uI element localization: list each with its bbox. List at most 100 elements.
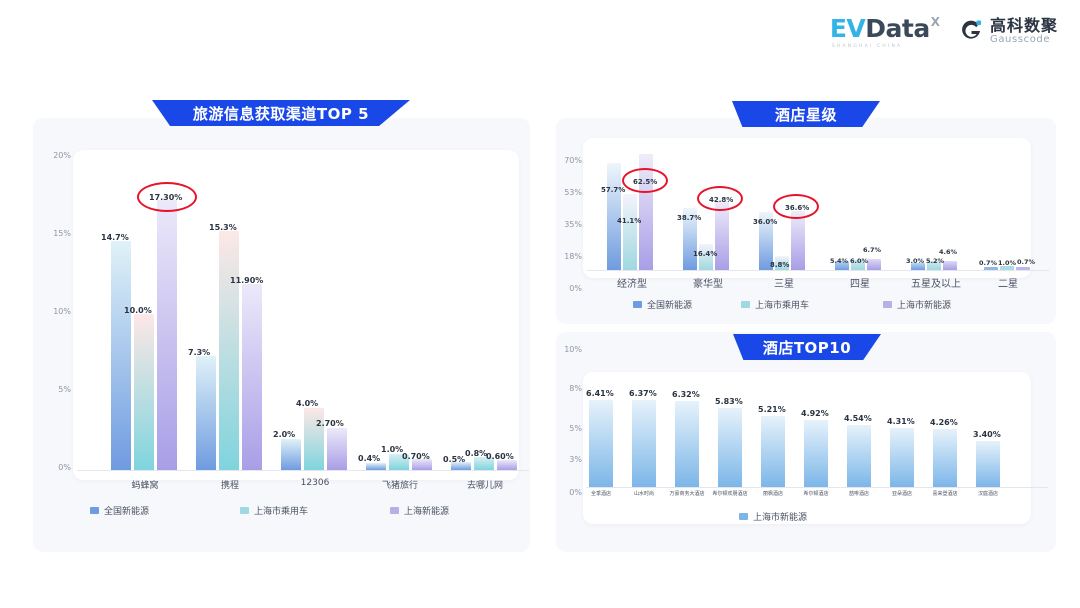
chart3-title-ribbon: 酒店TOP10 <box>733 334 881 360</box>
chart2-value-s1-c1: 38.7% <box>677 214 702 222</box>
chart2-bar-s1-c2 <box>759 212 773 270</box>
chart3-baseline <box>586 487 1048 488</box>
chart1-category-4: 去哪儿网 <box>466 481 503 491</box>
chart1-value-s1-c3: 0.4% <box>358 454 381 463</box>
chart2-ytick-35: 35% <box>564 220 582 229</box>
chart2-ytick-70: 70% <box>564 156 582 165</box>
chart2-legend-item-2[interactable]: 上海市新能源 <box>883 298 951 311</box>
chart3-plot: 10% 8% 5% 3% 0% 6.41% 全季酒店 6.37% 山水时尚 6.… <box>556 332 1056 552</box>
chart3-ytick-0: 0% <box>569 488 582 497</box>
chart2-bar-s2-c4 <box>927 261 941 270</box>
chart1-bar-s3-c2 <box>327 428 347 470</box>
chart1-legend-item-2[interactable]: 上海新能源 <box>390 504 449 517</box>
chart3-value-4: 5.21% <box>758 405 786 414</box>
chart2-legend-label-2: 上海市新能源 <box>897 301 952 311</box>
legend-swatch-icon <box>883 301 892 308</box>
chart1-legend-item-0[interactable]: 全国新能源 <box>90 504 149 517</box>
chart2-value-s3-c4: 4.6% <box>939 248 958 256</box>
chart3-category-3: 希尔顿欢朋酒店 <box>712 491 748 497</box>
chart1-ytick-10: 10% <box>53 307 71 316</box>
chart2-value-s2-c1: 16.4% <box>693 250 718 258</box>
chart3-legend-item-0[interactable]: 上海市新能源 <box>739 510 807 523</box>
chart1-plot: 20% 15% 10% 5% 0% 14.7% 10.0% 17.30% 蚂蜂窝… <box>33 118 530 552</box>
chart3-value-2: 6.32% <box>672 390 700 399</box>
brand-header: EV Data X SHANGHAI CHINA 高科数聚 Gausscode <box>830 14 1058 49</box>
chart1-ytick-15: 15% <box>53 229 71 238</box>
chart2-bar-s2-c1 <box>699 244 713 270</box>
chart3-bar-6 <box>847 425 871 487</box>
chart3-value-9: 3.40% <box>973 430 1001 439</box>
chart1-value-s3-c4: 0.60% <box>486 452 514 461</box>
chart3-bar-3 <box>718 408 742 487</box>
legend-swatch-icon <box>390 507 399 514</box>
chart3-value-1: 6.37% <box>629 389 657 398</box>
chart2-category-2: 三星 <box>774 279 794 290</box>
chart2-bar-s1-c1 <box>683 208 697 270</box>
chart3-bar-5 <box>804 420 828 487</box>
chart1-category-3: 飞猪旅行 <box>381 481 418 491</box>
chart2-value-s2-c2: 8.8% <box>770 261 790 269</box>
chart1-category-2: 12306 <box>300 478 330 488</box>
chart2-value-s1-c4: 3.0% <box>906 257 925 265</box>
evdata-logo-ev: EV <box>829 14 866 43</box>
evdata-logo-subtitle: SHANGHAI CHINA <box>831 44 903 49</box>
chart1-highlight-ellipse <box>137 182 197 212</box>
chart1-bar-s2-c1 <box>219 231 239 470</box>
chart3-ytick-3: 3% <box>569 455 582 464</box>
chart2-bar-s2-c5 <box>1000 266 1014 270</box>
chart3-value-0: 6.41% <box>586 389 614 398</box>
chart3-category-9: 汉庭酒店 <box>977 491 998 497</box>
chart2-ytick-18: 18% <box>564 252 582 261</box>
chart2-legend-label-1: 上海市乘用车 <box>755 301 810 311</box>
chart3-bar-4 <box>761 416 785 487</box>
chart3-value-5: 4.92% <box>801 409 829 418</box>
chart1-value-s1-c4: 0.5% <box>443 455 466 464</box>
legend-swatch-icon <box>240 507 249 514</box>
chart2-value-s1-c2: 36.0% <box>753 218 778 226</box>
chart3-ytick-5: 5% <box>569 424 582 433</box>
chart3-bar-9 <box>976 441 1000 487</box>
chart1-bar-s1-c3 <box>366 463 386 470</box>
chart2-category-5: 二星 <box>998 279 1018 290</box>
chart1-bar-s3-c4 <box>497 460 517 470</box>
chart2-category-3: 四星 <box>850 279 870 290</box>
chart2-value-s1-c0: 57.7% <box>601 186 626 194</box>
gausscode-mark-icon <box>958 18 984 44</box>
chart1-value-s3-c2: 2.70% <box>316 419 344 428</box>
chart2-ytick-0: 0% <box>569 284 582 293</box>
chart3-value-3: 5.83% <box>715 397 743 406</box>
chart2-bar-s3-c2 <box>791 211 805 270</box>
chart1-legend-label-2: 上海新能源 <box>404 507 450 517</box>
chart2-value-s2-c4: 5.2% <box>926 257 945 265</box>
chart2-bar-s2-c2 <box>775 256 789 270</box>
chart3-bar-1 <box>632 400 656 487</box>
chart1-bar-s3-c1 <box>242 284 262 470</box>
chart2-bar-s1-c3 <box>835 261 849 270</box>
chart1-bar-s3-c0 <box>157 200 177 470</box>
chart3-category-1: 山水时尚 <box>633 491 654 497</box>
gausscode-name-en: Gausscode <box>989 34 1051 46</box>
chart2-highlight-ellipse-1 <box>697 186 743 211</box>
chart2-highlight-ellipse-2 <box>773 194 819 219</box>
chart1-legend-item-1[interactable]: 上海市乘用车 <box>240 504 308 517</box>
chart1-bar-s1-c1 <box>196 356 216 470</box>
chart3-category-8: 喜来登酒店 <box>932 491 958 497</box>
chart2-bar-s2-c0 <box>623 194 637 270</box>
chart1-value-s2-c0: 10.0% <box>124 306 152 315</box>
chart3-category-5: 希尔顿酒店 <box>803 491 829 497</box>
chart2-value-s3-c5: 0.7% <box>1017 258 1036 266</box>
legend-swatch-icon <box>633 301 642 308</box>
chart2-legend-item-1[interactable]: 上海市乘用车 <box>741 298 809 311</box>
chart1-bar-s2-c2 <box>304 408 324 470</box>
chart1-bar-s1-c0 <box>111 241 131 470</box>
chart1-value-s1-c1: 7.3% <box>188 348 211 357</box>
gausscode-logo: 高科数聚 Gausscode <box>958 17 1058 46</box>
chart1-value-s3-c3: 0.70% <box>402 452 430 461</box>
chart3-ytick-8: 8% <box>569 384 582 393</box>
chart2-bar-s3-c1 <box>715 201 729 270</box>
chart2-bar-s3-c5 <box>1016 267 1030 270</box>
chart1-bar-s3-c3 <box>412 459 432 470</box>
chart1-bar-s2-c0 <box>134 314 154 470</box>
chart2-legend-item-0[interactable]: 全国新能源 <box>633 298 692 311</box>
